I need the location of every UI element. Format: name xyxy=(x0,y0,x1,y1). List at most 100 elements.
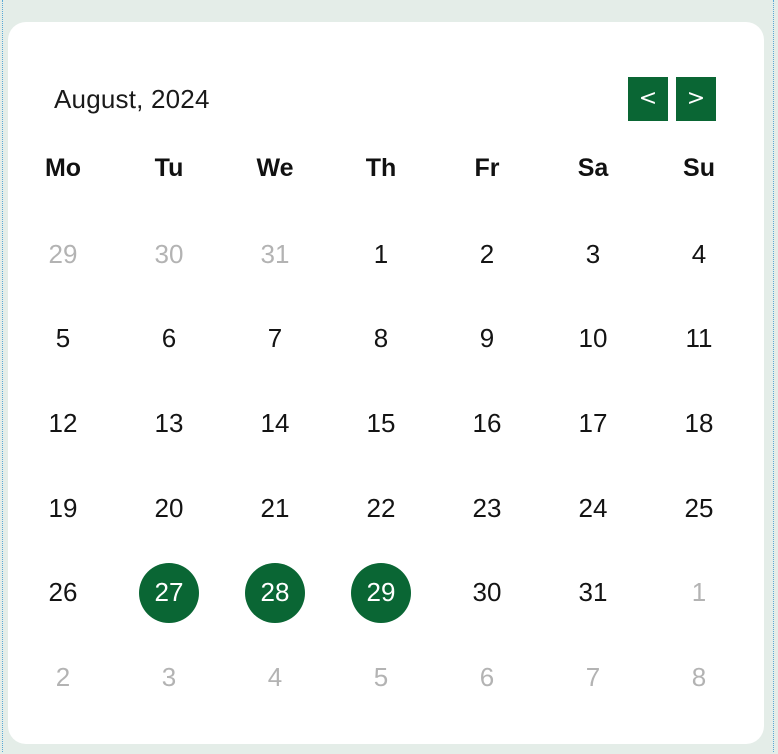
calendar-day-outside-month[interactable]: 6 xyxy=(434,647,540,707)
day-number: 22 xyxy=(366,492,396,523)
calendar-day-outside-month[interactable]: 30 xyxy=(116,224,222,284)
day-number: 20 xyxy=(154,492,184,523)
calendar-day-outside-month[interactable]: 5 xyxy=(328,647,434,707)
calendar-day[interactable]: 3 xyxy=(540,224,646,284)
calendar-day-outside-month[interactable]: 1 xyxy=(646,563,752,623)
calendar-day[interactable]: 31 xyxy=(540,563,646,623)
calendar-day-outside-month[interactable]: 31 xyxy=(222,224,328,284)
day-number: 8 xyxy=(373,323,389,354)
day-number: 16 xyxy=(472,407,502,438)
day-number: 7 xyxy=(267,323,283,354)
calendar-day[interactable]: 24 xyxy=(540,478,646,538)
day-number: 30 xyxy=(154,238,184,269)
day-number: 6 xyxy=(479,661,495,692)
day-number: 2 xyxy=(55,661,71,692)
calendar-day-outside-month[interactable]: 8 xyxy=(646,647,752,707)
day-number: 5 xyxy=(373,661,389,692)
calendar-day[interactable]: 16 xyxy=(434,393,540,453)
day-number: 26 xyxy=(48,577,78,608)
weekday-label: Tu xyxy=(154,154,184,182)
calendar-day-outside-month[interactable]: 7 xyxy=(540,647,646,707)
calendar-week-row: 29 30 31 1 2 3 4 xyxy=(10,212,752,297)
day-number: 3 xyxy=(161,661,177,692)
day-number: 29 xyxy=(351,562,411,623)
weekday-label: Mo xyxy=(44,154,82,182)
calendar-day[interactable]: 6 xyxy=(116,309,222,369)
day-number: 12 xyxy=(48,407,78,438)
day-number: 8 xyxy=(691,661,707,692)
calendar-day[interactable]: 17 xyxy=(540,393,646,453)
weekday-label: Th xyxy=(365,154,397,182)
calendar-day[interactable]: 23 xyxy=(434,478,540,538)
calendar-week-row: 26 27 28 29 30 31 1 xyxy=(10,550,752,635)
day-number: 31 xyxy=(578,577,608,608)
calendar-day[interactable]: 25 xyxy=(646,478,752,538)
calendar-day[interactable]: 14 xyxy=(222,393,328,453)
calendar-day-selected[interactable]: 27 xyxy=(116,562,222,623)
day-number: 19 xyxy=(48,492,78,523)
calendar-day-selected[interactable]: 29 xyxy=(328,562,434,623)
month-year-title: August, 2024 xyxy=(54,84,210,114)
day-number: 7 xyxy=(585,661,601,692)
calendar-day-outside-month[interactable]: 3 xyxy=(116,647,222,707)
calendar-day[interactable]: 22 xyxy=(328,478,434,538)
day-number: 9 xyxy=(479,323,495,354)
calendar-day[interactable]: 2 xyxy=(434,224,540,284)
calendar-day[interactable]: 7 xyxy=(222,309,328,369)
day-number: 1 xyxy=(373,238,389,269)
calendar-day[interactable]: 18 xyxy=(646,393,752,453)
day-number: 29 xyxy=(48,238,78,269)
day-number: 30 xyxy=(472,577,502,608)
calendar-day-grid: 29 30 31 1 2 3 4 5 6 7 8 9 10 11 12 13 14 15 16 17 18 19 20 21 2… xyxy=(10,212,752,720)
day-number: 13 xyxy=(154,407,184,438)
calendar-week-row: 2 3 4 5 6 7 8 xyxy=(10,635,752,720)
calendar-day[interactable]: 4 xyxy=(646,224,752,284)
weekday-label: Fr xyxy=(474,154,500,182)
calendar-day[interactable]: 20 xyxy=(116,478,222,538)
calendar-week-row: 19 20 21 22 23 24 25 xyxy=(10,466,752,551)
calendar-day[interactable]: 15 xyxy=(328,393,434,453)
day-number: 15 xyxy=(366,407,396,438)
calendar-day[interactable]: 1 xyxy=(328,224,434,284)
next-month-button[interactable]: > xyxy=(676,77,716,121)
day-number: 17 xyxy=(578,407,608,438)
calendar-day-selected[interactable]: 28 xyxy=(222,562,328,623)
weekday-header-row: Mo Tu We Th Fr Sa Su xyxy=(10,154,752,183)
day-number: 4 xyxy=(267,661,283,692)
calendar-day[interactable]: 19 xyxy=(10,478,116,538)
day-number: 18 xyxy=(684,407,714,438)
calendar-day-outside-month[interactable]: 29 xyxy=(10,224,116,284)
day-number: 28 xyxy=(245,562,305,623)
calendar-day[interactable]: 8 xyxy=(328,309,434,369)
weekday-label: We xyxy=(256,154,294,182)
previous-month-button[interactable]: < xyxy=(628,77,668,121)
calendar-day[interactable]: 12 xyxy=(10,393,116,453)
day-number: 1 xyxy=(691,577,707,608)
day-number: 11 xyxy=(685,323,713,354)
calendar-day[interactable]: 11 xyxy=(646,309,752,369)
day-number: 23 xyxy=(472,492,502,523)
day-number: 27 xyxy=(139,562,199,623)
calendar-day[interactable]: 21 xyxy=(222,478,328,538)
calendar-day[interactable]: 30 xyxy=(434,563,540,623)
calendar-day-outside-month[interactable]: 4 xyxy=(222,647,328,707)
day-number: 3 xyxy=(585,238,601,269)
calendar-day[interactable]: 10 xyxy=(540,309,646,369)
calendar-week-row: 12 13 14 15 16 17 18 xyxy=(10,381,752,466)
weekday-label: Sa xyxy=(577,154,609,182)
day-number: 10 xyxy=(578,323,608,354)
day-number: 24 xyxy=(578,492,608,523)
calendar-day[interactable]: 9 xyxy=(434,309,540,369)
calendar-day[interactable]: 26 xyxy=(10,563,116,623)
day-number: 14 xyxy=(260,407,290,438)
day-number: 4 xyxy=(691,238,707,269)
day-number: 2 xyxy=(479,238,495,269)
calendar-day[interactable]: 13 xyxy=(116,393,222,453)
weekday-label: Su xyxy=(683,154,715,182)
day-number: 5 xyxy=(55,323,71,354)
calendar-day-outside-month[interactable]: 2 xyxy=(10,647,116,707)
day-number: 6 xyxy=(161,323,177,354)
day-number: 25 xyxy=(684,492,714,523)
calendar-day[interactable]: 5 xyxy=(10,309,116,369)
